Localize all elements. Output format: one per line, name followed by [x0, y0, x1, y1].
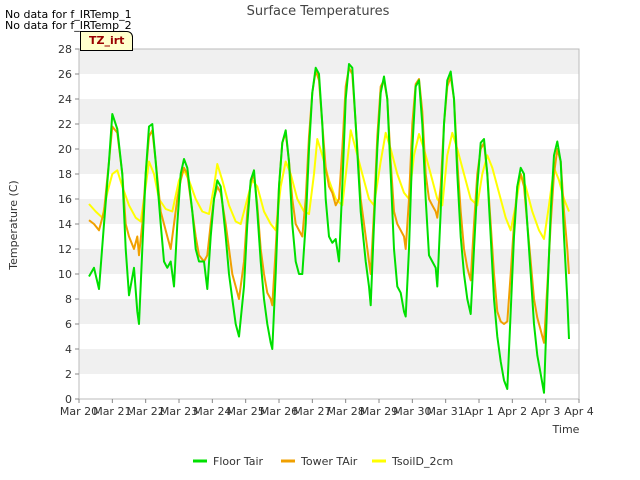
x-tick-label: Mar 25 — [227, 405, 265, 418]
x-tick-label: Mar 21 — [93, 405, 131, 418]
y-tick-label: 16 — [58, 193, 72, 206]
x-tick-label: Mar 20 — [60, 405, 98, 418]
x-tick-label: Mar 31 — [427, 405, 465, 418]
grid-band — [79, 374, 579, 399]
x-tick-label: Apr 3 — [531, 405, 561, 418]
x-tick-label: Mar 28 — [327, 405, 365, 418]
y-tick-label: 24 — [58, 93, 72, 106]
chart-title: Surface Temperatures — [247, 4, 390, 19]
grid-band — [79, 49, 579, 74]
y-tick-label: 28 — [58, 43, 72, 56]
no-data-note-1: No data for f_IRTemp_1 — [5, 8, 132, 21]
x-tick-label: Mar 30 — [393, 405, 431, 418]
y-tick-label: 22 — [58, 118, 72, 131]
legend-label-tower-tair: Tower TAir — [300, 455, 358, 468]
x-tick-label: Apr 4 — [564, 405, 594, 418]
legend-label-floor-tair: Floor Tair — [213, 455, 264, 468]
series-line-floor-tair — [88, 63, 570, 394]
grid-band — [79, 74, 579, 99]
y-tick-label: 12 — [58, 243, 72, 256]
x-tick-label: Mar 23 — [160, 405, 198, 418]
grid-band — [79, 324, 579, 349]
x-axis-label: Time — [552, 423, 580, 436]
no-data-note-2: No data for f_IRTemp_2 — [5, 19, 132, 32]
y-tick-label: 14 — [58, 218, 72, 231]
x-tick-label: Mar 24 — [193, 405, 231, 418]
grid-band — [79, 299, 579, 324]
grid-band — [79, 349, 579, 374]
grid-band — [79, 99, 579, 124]
x-tick-label: Apr 1 — [464, 405, 494, 418]
legend: Floor Tair Tower TAir TsoilD_2cm — [193, 455, 453, 468]
y-tick-label: 18 — [58, 168, 72, 181]
series-line-tsoild-2cm — [88, 129, 570, 240]
grid-band — [79, 124, 579, 149]
y-axis-label: Temperature (C) — [7, 180, 20, 270]
x-tick-label: Mar 29 — [360, 405, 398, 418]
y-tick-label: 20 — [58, 143, 72, 156]
x-tick-label: Mar 26 — [260, 405, 298, 418]
y-tick-label: 8 — [65, 293, 72, 306]
x-tick-label: Mar 27 — [293, 405, 331, 418]
y-tick-label: 2 — [65, 368, 72, 381]
x-tick-label: Apr 2 — [498, 405, 528, 418]
y-tick-label: 6 — [65, 318, 72, 331]
legend-label-tsoild-2cm: TsoilD_2cm — [391, 455, 453, 468]
y-tick-label: 10 — [58, 268, 72, 281]
plot-background-bands — [79, 49, 579, 399]
x-tick-label: Mar 22 — [127, 405, 165, 418]
site-badge: TZ_irt — [80, 31, 134, 51]
series-lines — [88, 63, 570, 394]
grid-band — [79, 274, 579, 299]
grid-band — [79, 249, 579, 274]
y-tick-label: 26 — [58, 68, 72, 81]
y-tick-label: 4 — [65, 343, 72, 356]
grid-band — [79, 149, 579, 174]
y-tick-label: 0 — [65, 393, 72, 406]
